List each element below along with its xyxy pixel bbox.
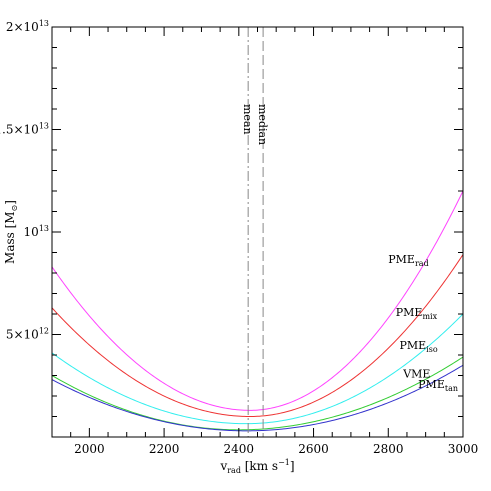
- series-line-0: [52, 190, 463, 411]
- x-tick-label: 2800: [373, 442, 404, 456]
- series-line-4: [52, 364, 463, 432]
- series-line-2: [52, 313, 463, 425]
- x-axis-label: vrad [km s−1]: [219, 458, 294, 475]
- x-tick-label: 2600: [298, 442, 329, 456]
- vertical-lines: mean median: [241, 27, 269, 437]
- x-tick-label: 2200: [149, 442, 180, 456]
- series-label-3: VME: [402, 368, 430, 381]
- x-tick-label: 3000: [448, 442, 479, 456]
- series-line-3: [52, 356, 463, 431]
- y-tick-label: 2×1013: [6, 19, 49, 34]
- series-layer: [52, 190, 463, 432]
- median-label: median: [256, 104, 269, 145]
- series-line-1: [52, 254, 463, 418]
- series-label-0: PMErad: [388, 253, 428, 268]
- series-label-2: PMEiso: [399, 339, 437, 354]
- mean-label: mean: [241, 104, 254, 135]
- x-tick-label: 2000: [74, 442, 105, 456]
- y-tick-label: 1.5×1013: [0, 122, 49, 137]
- y-axis: 5×1012 1013 1.5×1013 2×1013: [0, 19, 463, 438]
- series-label-4: PMEtan: [418, 378, 458, 393]
- x-tick-label: 2400: [224, 442, 255, 456]
- y-tick-label: 5×1012: [6, 327, 49, 342]
- x-axis: 2000 2200 2400 2600 2800 3000: [51, 27, 479, 456]
- y-axis-label: Mass [M⊙]: [3, 200, 19, 264]
- y-tick-label: 1013: [24, 224, 49, 239]
- plot-frame: [51, 26, 464, 438]
- series-label-1: PMEmix: [396, 306, 438, 321]
